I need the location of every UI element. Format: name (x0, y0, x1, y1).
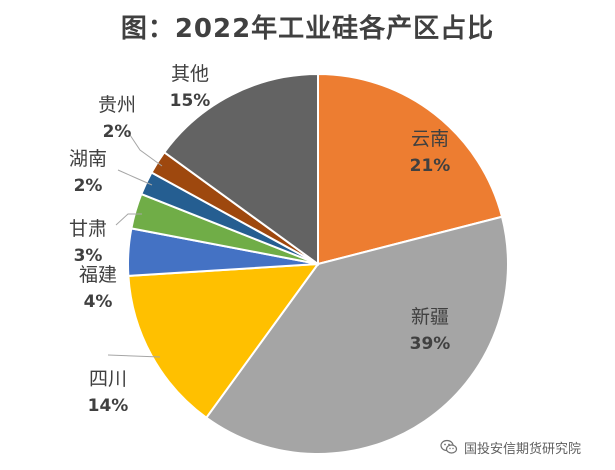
chart-title: 图：2022年工业硅各产区占比 (120, 14, 495, 44)
leader-line-3 (107, 354, 161, 358)
slice-value-label-4: 4% (84, 292, 113, 312)
wechat-icon (440, 439, 458, 454)
slice-value-label-2: 39% (410, 334, 451, 354)
pie-slice-2 (204, 215, 509, 455)
slice-name-label-7: 贵州 (98, 94, 136, 116)
slice-name-label-3: 四川 (89, 368, 127, 390)
leader-line-5 (115, 213, 142, 226)
slice-name-label-2: 新疆 (411, 306, 449, 328)
slice-name-label-8: 其他 (171, 63, 209, 85)
slice-name-label-5: 甘肃 (69, 218, 107, 240)
slice-value-label-7: 2% (103, 122, 132, 142)
watermark: 国投安信期货研究院 (440, 436, 581, 458)
pie-slice-3 (127, 262, 321, 420)
pie-slice-1 (317, 72, 504, 266)
watermark-text: 国投安信期货研究院 (464, 441, 582, 457)
slice-value-label-3: 14% (88, 396, 129, 416)
pie-slice-8 (162, 72, 319, 266)
slice-name-label-4: 福建 (79, 264, 117, 286)
slice-value-label-5: 3% (74, 246, 103, 266)
slice-value-label-6: 2% (74, 176, 103, 196)
slice-value-label-1: 21% (410, 156, 451, 176)
leader-line-7 (127, 131, 163, 167)
slice-name-label-6: 湖南 (69, 148, 107, 170)
slice-name-label-1: 云南 (411, 128, 449, 150)
leader-line-6 (117, 169, 153, 186)
slice-value-label-8: 15% (170, 91, 211, 111)
